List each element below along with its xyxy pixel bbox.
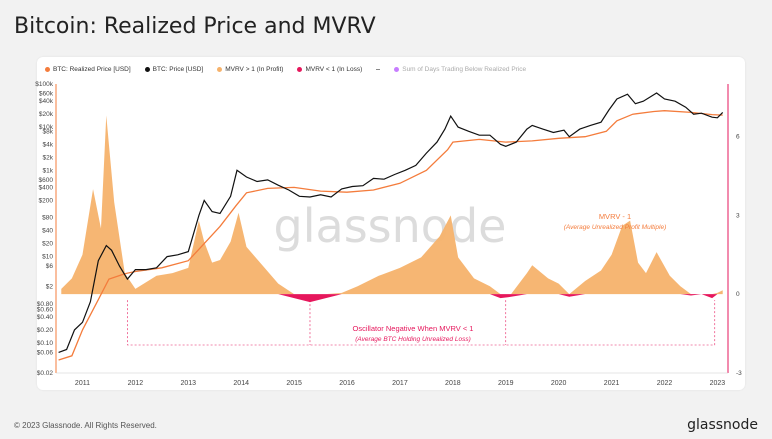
y-left-tick-label: $0.40: [37, 314, 54, 321]
legend-item-price[interactable]: BTC: Price [USD]: [144, 66, 204, 73]
mvrv-loss-area: [61, 294, 723, 303]
y-left-tick-label: $100k: [35, 81, 53, 88]
legend-dash-icon: [376, 69, 381, 70]
y-left-tick-label: $1k: [43, 167, 54, 174]
y-left-tick-label: $60k: [39, 91, 54, 98]
y-left-tick-label: $2k: [43, 154, 54, 161]
legend-label: BTC: Realized Price [USD]: [53, 66, 131, 73]
y-right-tick-label: 0: [736, 291, 740, 298]
legend-label: BTC: Price [USD]: [152, 66, 204, 73]
legend-label: MVRV > 1 (In Profit): [225, 66, 284, 73]
y-left-tick-label: $20: [42, 241, 53, 248]
y-left-tick-label: $8k: [43, 128, 54, 135]
annotation-mvrv-subtitle: (Average Unrealized Profit Multiple): [564, 224, 666, 231]
legend-dot-icon: [297, 67, 303, 72]
y-left-tick-label: $40: [42, 228, 53, 235]
x-tick-label: 2011: [75, 380, 90, 387]
x-tick-label: 2022: [657, 380, 673, 387]
annotation-mvrv-title: MVRV - 1: [599, 212, 631, 221]
y-left-tick-label: $80: [42, 215, 53, 222]
x-tick-label: 2023: [710, 380, 726, 387]
btc-price-line: [58, 92, 724, 353]
x-tick-label: 2015: [286, 380, 302, 387]
legend-item-days-below[interactable]: Sum of Days Trading Below Realized Price: [394, 66, 526, 73]
legend-dot-icon: [394, 67, 400, 72]
legend-item-threshold[interactable]: [376, 69, 381, 70]
legend-item-mvrv-profit[interactable]: MVRV > 1 (In Profit): [217, 66, 283, 73]
brand-logo: glassnode: [687, 417, 758, 433]
x-tick-label: 2021: [604, 380, 620, 387]
chart-legend: BTC: Realized Price [USD] BTC: Price [US…: [45, 66, 526, 73]
legend-label: MVRV < 1 (In Loss): [305, 66, 363, 73]
y-right-tick-label: 3: [736, 212, 740, 219]
legend-dot-icon: [217, 67, 223, 72]
y-left-tick-label: $40k: [39, 98, 54, 105]
y-left-tick-label: $10k: [39, 124, 54, 131]
watermark-text: glassnode: [274, 199, 507, 253]
legend-dot-icon: [144, 67, 150, 72]
y-left-tick-label: $600: [39, 177, 54, 184]
y-left-tick-label: $6: [46, 263, 54, 270]
y-right-tick-label: -3: [736, 370, 742, 377]
annotation-osc-title: Oscillator Negative When MVRV < 1: [353, 324, 474, 333]
x-tick-label: 2014: [233, 380, 249, 387]
y-left-tick-label: $20k: [39, 111, 54, 118]
y-left-tick-label: $0.02: [37, 370, 54, 377]
legend-item-mvrv-loss[interactable]: MVRV < 1 (In Loss): [297, 66, 362, 73]
annotation-osc-subtitle: (Average BTC Holding Unrealized Loss): [355, 336, 471, 343]
x-tick-label: 2019: [498, 380, 514, 387]
x-tick-label: 2018: [445, 380, 461, 387]
y-left-tick-label: $2: [46, 284, 54, 291]
copyright-text: © 2023 Glassnode. All Rights Reserved.: [14, 421, 157, 430]
realized-price-line: [58, 110, 723, 361]
legend-item-realized-price[interactable]: BTC: Realized Price [USD]: [45, 66, 131, 73]
x-tick-label: 2012: [128, 380, 144, 387]
y-left-tick-label: $0.10: [37, 340, 54, 347]
y-left-tick-label: $0.06: [37, 349, 54, 356]
y-left-tick-label: $4k: [43, 141, 54, 148]
x-tick-label: 2016: [339, 380, 355, 387]
y-left-tick-label: $10: [42, 254, 53, 261]
y-left-tick-label: $200: [39, 197, 54, 204]
y-left-tick-label: $400: [39, 184, 54, 191]
legend-dot-icon: [45, 67, 50, 72]
y-left-tick-label: $0.60: [37, 306, 54, 313]
page-title: Bitcoin: Realized Price and MVRV: [14, 14, 376, 39]
x-tick-label: 2013: [180, 380, 196, 387]
y-left-tick-label: $0.20: [37, 327, 54, 334]
mvrv-profit-area: [61, 115, 723, 295]
x-tick-label: 2017: [392, 380, 408, 387]
legend-label: Sum of Days Trading Below Realized Price: [402, 66, 527, 73]
x-tick-label: 2020: [551, 380, 567, 387]
y-left-tick-label: $0.80: [37, 301, 54, 308]
y-right-tick-label: 6: [736, 134, 740, 141]
